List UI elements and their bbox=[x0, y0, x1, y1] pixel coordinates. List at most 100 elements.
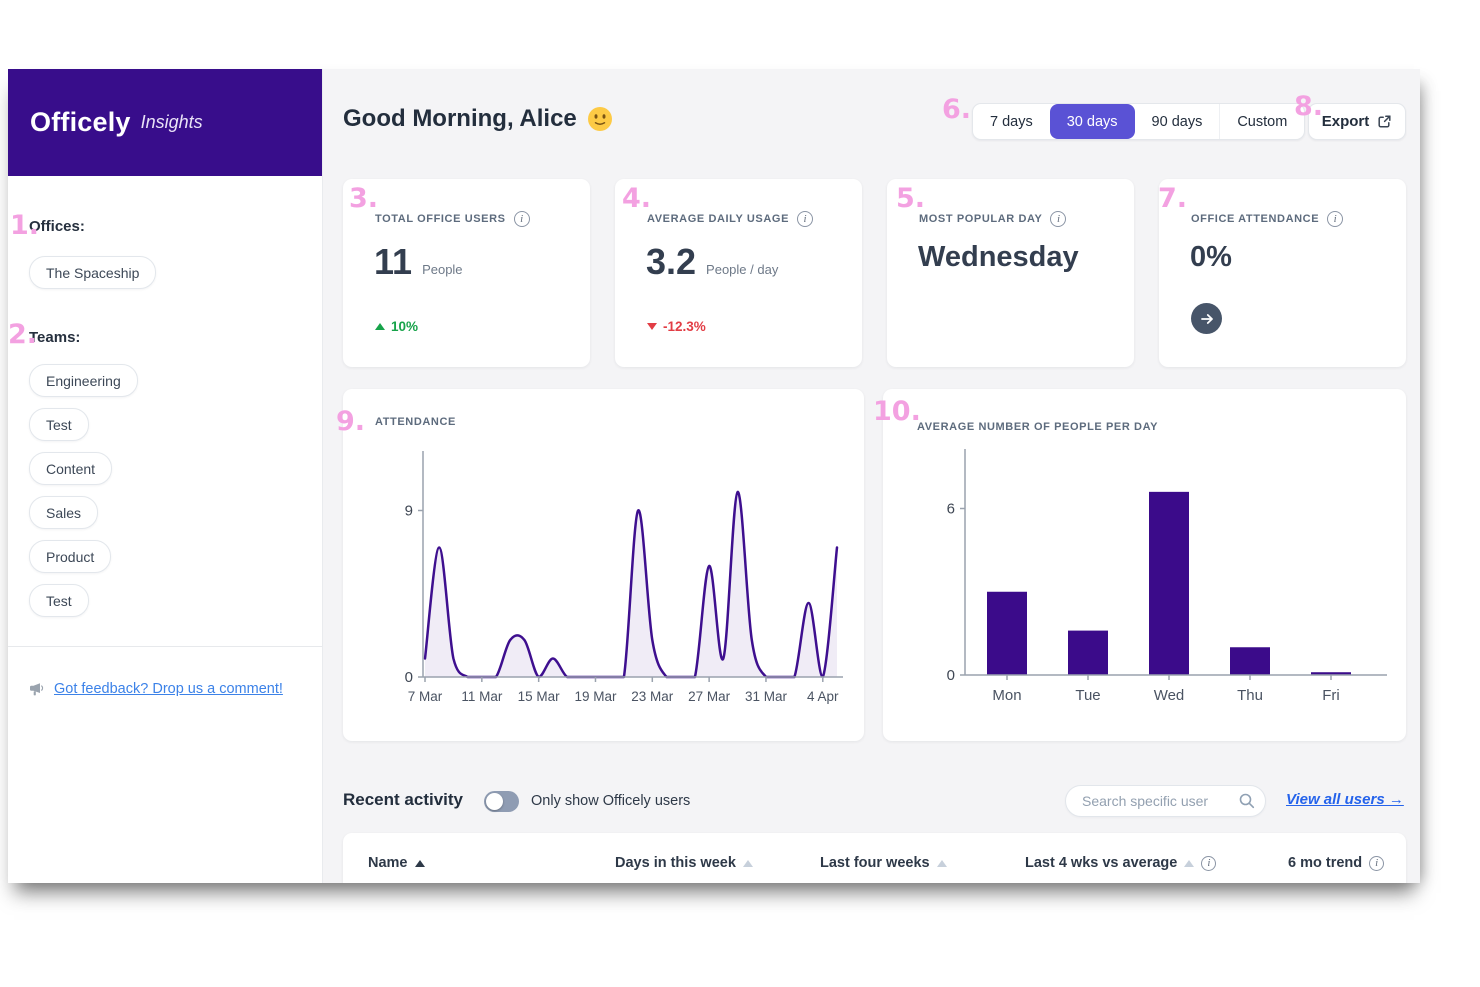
stat-delta: 10% bbox=[375, 319, 418, 334]
external-link-icon bbox=[1378, 115, 1391, 128]
annotation-number: 3. bbox=[349, 183, 379, 214]
svg-text:19 Mar: 19 Mar bbox=[574, 689, 617, 704]
info-icon[interactable]: i bbox=[513, 211, 530, 227]
annotation-number: 10. bbox=[873, 396, 921, 427]
attendance-line-chart: 9 0 7 Mar 11 Mar 15 Mar 19 Mar 23 Mar 27 Mar 31 … bbox=[405, 451, 843, 704]
svg-text:15 Mar: 15 Mar bbox=[518, 689, 561, 704]
arrow-right-icon bbox=[1200, 313, 1213, 324]
stat-delta-value: -12.3% bbox=[663, 319, 706, 334]
svg-text:Wed: Wed bbox=[1154, 687, 1185, 704]
stat-label-row: AVERAGE DAILY USAGE i bbox=[647, 211, 814, 227]
attendance-chart-title: ATTENDANCE bbox=[375, 416, 456, 428]
stat-delta-value: 10% bbox=[391, 319, 419, 334]
stat-delta: -12.3% bbox=[647, 319, 706, 334]
stat-card: AVERAGE DAILY USAGE i 3.2 People / day -12.3… bbox=[615, 179, 862, 367]
stat-value-row: 3.2 People / day bbox=[646, 241, 778, 283]
stat-label-row: TOTAL OFFICE USERS i bbox=[375, 211, 530, 227]
stat-value-row: 0% bbox=[1190, 241, 1232, 274]
smiley-emoji-icon bbox=[587, 107, 612, 131]
svg-text:23 Mar: 23 Mar bbox=[631, 689, 674, 704]
team-chip[interactable]: Test bbox=[29, 408, 89, 441]
logo-wordmark: Officely bbox=[30, 107, 131, 137]
activity-table: Name Days in this week Last four weeks Last… bbox=[343, 833, 1406, 883]
megaphone-icon bbox=[30, 682, 44, 695]
sidebar-divider bbox=[8, 646, 322, 647]
stat-value-row: 11 People bbox=[374, 241, 463, 283]
annotation-number: 4. bbox=[622, 183, 652, 214]
officely-users-toggle[interactable] bbox=[484, 791, 519, 812]
svg-text:9: 9 bbox=[405, 503, 413, 520]
range-button-90-days[interactable]: 90 days bbox=[1135, 104, 1220, 139]
offices-label: Offices: bbox=[29, 218, 85, 235]
info-icon[interactable]: i bbox=[1369, 855, 1385, 871]
column-header-label: Days in this week bbox=[615, 855, 736, 871]
stat-label: OFFICE ATTENDANCE bbox=[1191, 213, 1320, 225]
column-header-label: Last 4 wks vs average bbox=[1025, 855, 1178, 871]
stat-unit: People / day bbox=[706, 262, 779, 277]
stat-value-row: Wednesday bbox=[918, 241, 1079, 274]
dashboard-window: Officely Insights Offices: The Spaceship… bbox=[8, 69, 1420, 883]
stat-value: 3.2 bbox=[646, 241, 697, 282]
stat-unit: People bbox=[422, 262, 463, 277]
people-per-day-chart-title: AVERAGE NUMBER OF PEOPLE PER DAY bbox=[917, 421, 1159, 433]
info-icon[interactable]: i bbox=[1327, 211, 1344, 227]
column-header-days-in-this-week[interactable]: Days in this week bbox=[615, 855, 753, 871]
stat-label: AVERAGE DAILY USAGE bbox=[647, 213, 790, 225]
annotation-number: 9. bbox=[336, 406, 366, 437]
team-chip[interactable]: Product bbox=[29, 540, 112, 573]
attendance-chart-card: ATTENDANCE 9 0 7 Mar 11 Mar 15 Mar 19 Mar 23 M… bbox=[343, 389, 864, 741]
column-header-label: Name bbox=[368, 855, 408, 871]
stat-card: TOTAL OFFICE USERS i 11 People 10% bbox=[343, 179, 590, 367]
sidebar: Officely Insights Offices: The Spaceship… bbox=[8, 69, 323, 883]
trend-down-icon bbox=[647, 323, 657, 330]
info-icon[interactable]: i bbox=[1201, 855, 1217, 871]
attendance-detail-button[interactable] bbox=[1191, 303, 1222, 334]
team-chip[interactable]: Engineering bbox=[29, 364, 138, 397]
svg-text:0: 0 bbox=[947, 667, 955, 684]
date-range-selector: 7 days 30 days 90 days Custom bbox=[972, 103, 1306, 140]
search-icon bbox=[1239, 793, 1255, 809]
stat-label: TOTAL OFFICE USERS bbox=[375, 213, 506, 225]
office-chip[interactable]: The Spaceship bbox=[29, 256, 157, 289]
annotation-number: 2. bbox=[8, 319, 38, 350]
export-button[interactable]: Export bbox=[1308, 103, 1406, 140]
svg-text:11 Mar: 11 Mar bbox=[461, 689, 503, 704]
annotation-number: 5. bbox=[896, 183, 926, 214]
recent-activity-title: Recent activity bbox=[343, 790, 463, 809]
feedback-link[interactable]: Got feedback? Drop us a comment! bbox=[54, 681, 283, 697]
stat-label-row: OFFICE ATTENDANCE i bbox=[1191, 211, 1344, 227]
stat-value: 11 bbox=[374, 241, 413, 282]
view-all-users-link[interactable]: View all users → bbox=[1286, 791, 1404, 808]
annotation-number: 8. bbox=[1294, 91, 1324, 122]
feedback-row: Got feedback? Drop us a comment! bbox=[8, 647, 322, 697]
sort-icon bbox=[1184, 859, 1195, 867]
range-button-30-days[interactable]: 30 days bbox=[1049, 104, 1135, 139]
column-header-6-mo-trend[interactable]: 6 mo trend i bbox=[1288, 855, 1385, 871]
svg-text:Tue: Tue bbox=[1075, 687, 1100, 704]
column-header-last-four-weeks[interactable]: Last four weeks bbox=[820, 855, 947, 871]
office-chip-list: The Spaceship bbox=[29, 256, 302, 289]
column-header-name[interactable]: Name bbox=[368, 855, 425, 871]
toggle-label: Only show Officely users bbox=[531, 793, 691, 809]
svg-text:7 Mar: 7 Mar bbox=[408, 689, 443, 704]
range-button-custom[interactable]: Custom bbox=[1219, 104, 1304, 139]
svg-text:0: 0 bbox=[405, 669, 413, 686]
stat-value: 0% bbox=[1190, 241, 1232, 273]
column-header-last-4-wks-vs-average[interactable]: Last 4 wks vs average i bbox=[1025, 855, 1217, 871]
info-icon[interactable]: i bbox=[797, 211, 814, 227]
team-chip[interactable]: Test bbox=[29, 584, 89, 617]
stat-value: Wednesday bbox=[918, 241, 1079, 273]
logo-suffix: Insights bbox=[140, 112, 203, 132]
team-chip-list: Engineering Test Content Sales Product Test bbox=[29, 364, 302, 617]
svg-text:Thu: Thu bbox=[1237, 687, 1263, 704]
info-icon[interactable]: i bbox=[1050, 211, 1067, 227]
team-chip[interactable]: Content bbox=[29, 452, 113, 485]
column-header-label: Last four weeks bbox=[820, 855, 930, 871]
greeting-title: Good Morning, Alice bbox=[343, 105, 613, 133]
range-button-7-days[interactable]: 7 days bbox=[973, 104, 1050, 139]
greeting-text: Good Morning, Alice bbox=[343, 105, 577, 132]
team-chip[interactable]: Sales bbox=[29, 496, 99, 529]
search-box bbox=[1065, 785, 1266, 817]
search-input[interactable] bbox=[1065, 785, 1266, 817]
